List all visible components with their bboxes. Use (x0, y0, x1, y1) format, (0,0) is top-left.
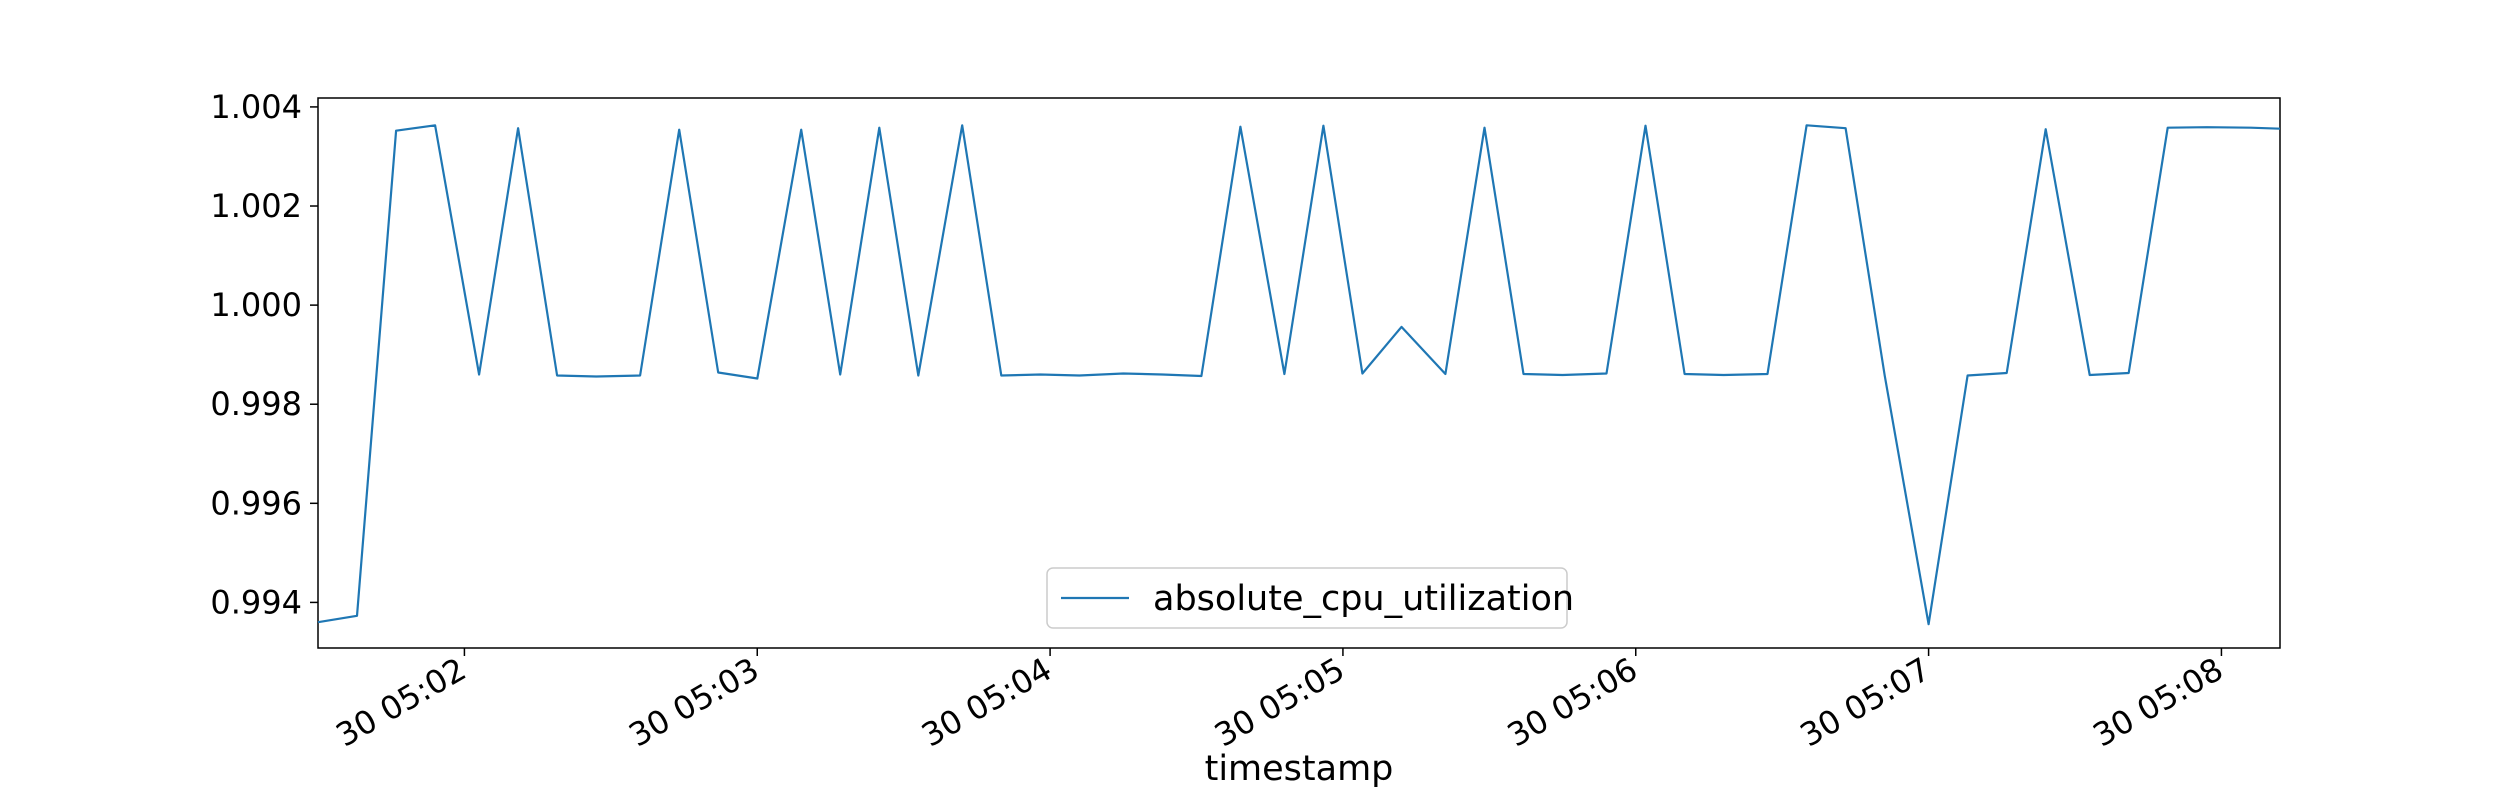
x-tick-label: 30 05:08 (2086, 650, 2229, 754)
data-point (677, 128, 681, 132)
data-point (716, 371, 720, 375)
data-point (1883, 373, 1887, 377)
data-point (516, 126, 520, 130)
data-point (1805, 123, 1809, 127)
data-point (877, 126, 881, 130)
y-tick-label: 0.998 (210, 385, 302, 423)
legend-entry-absolute-cpu-utilization: absolute_cpu_utilization (1153, 579, 1574, 619)
data-point (1282, 372, 1286, 376)
data-point (1321, 124, 1325, 128)
y-tick-label: 1.000 (210, 286, 302, 324)
x-axis-label: timestamp (1205, 749, 1394, 789)
x-tick-label: 30 05:02 (329, 650, 472, 754)
data-point (1399, 325, 1403, 329)
x-tick-label: 30 05:07 (1794, 650, 1937, 754)
data-point (960, 123, 964, 127)
data-point (2127, 371, 2131, 375)
y-axis: 0.994 0.996 0.998 1.000 1.002 1.004 (210, 88, 318, 621)
data-point (1077, 373, 1081, 377)
y-tick-label: 1.002 (210, 187, 302, 225)
data-point (1522, 372, 1526, 376)
legend: absolute_cpu_utilization (1046, 567, 1574, 629)
data-point (2249, 126, 2253, 130)
x-tick-label: 30 05:03 (622, 650, 765, 754)
data-point (1604, 371, 1608, 375)
data-point (799, 128, 803, 132)
plot-frame (317, 97, 2281, 649)
data-point (916, 373, 920, 377)
data-point (1238, 125, 1242, 129)
data-point (394, 129, 398, 133)
data-point (755, 376, 759, 380)
data-point (1927, 622, 1931, 626)
data-point (477, 372, 481, 376)
data-point (1482, 126, 1486, 130)
data-point (2205, 125, 2209, 129)
data-point (999, 373, 1003, 377)
data-point (355, 614, 359, 618)
data-point (1766, 372, 1770, 376)
data-point (1644, 124, 1648, 128)
x-tick-label: 30 05:05 (1208, 650, 1351, 754)
data-point (555, 373, 559, 377)
data-point (316, 620, 320, 624)
x-axis: 30 05:02 30 05:03 30 05:04 30 05:05 30 05:06… (329, 648, 2229, 754)
data-point (2044, 127, 2048, 131)
data-point (2278, 127, 2282, 131)
data-point (1561, 373, 1565, 377)
data-point (1844, 126, 1848, 130)
x-tick-label: 30 05:06 (1501, 650, 1644, 754)
data-point (1683, 372, 1687, 376)
data-point (1121, 371, 1125, 375)
data-point (1160, 372, 1164, 376)
data-point (2005, 371, 2009, 375)
data-point (1038, 372, 1042, 376)
data-point (1722, 373, 1726, 377)
y-tick-label: 0.994 (210, 583, 302, 621)
data-point (594, 374, 598, 378)
legend-box (1046, 567, 1568, 629)
data-point (838, 372, 842, 376)
x-tick-label: 30 05:04 (915, 650, 1058, 754)
data-point (2166, 126, 2170, 130)
data-point (1199, 374, 1203, 378)
data-point (433, 123, 437, 127)
data-point (638, 373, 642, 377)
y-tick-label: 0.996 (210, 484, 302, 522)
data-point (1443, 372, 1447, 376)
data-point (1360, 371, 1364, 375)
y-tick-label: 1.004 (210, 88, 302, 126)
data-point (1966, 373, 1970, 377)
series-line-absolute-cpu-utilization (317, 124, 2281, 626)
data-point (2088, 373, 2092, 377)
